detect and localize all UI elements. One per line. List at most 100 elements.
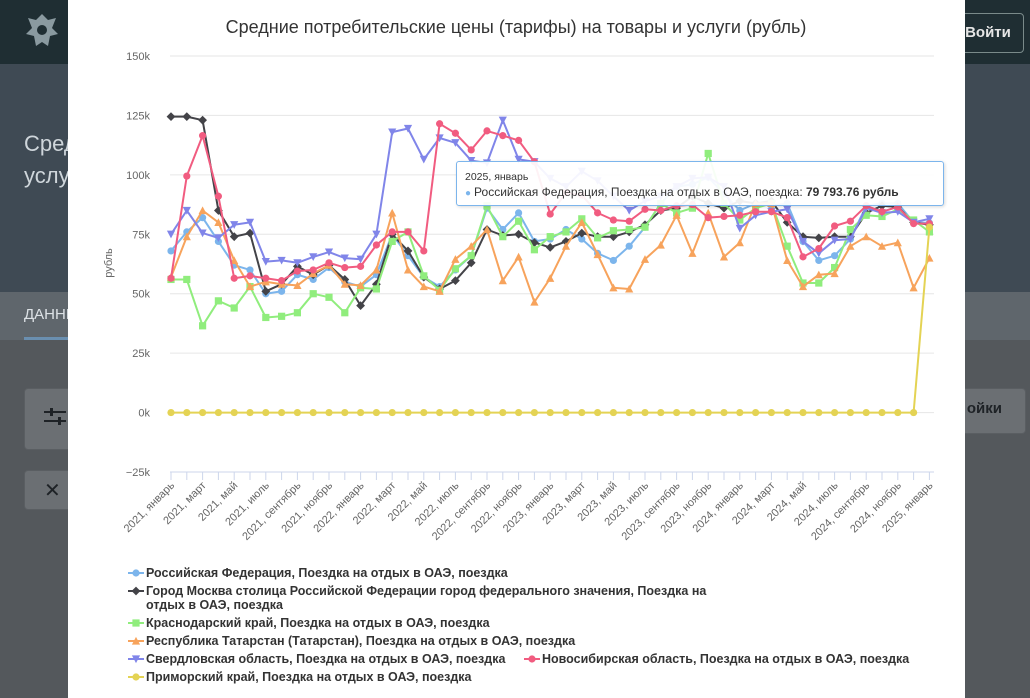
data-point[interactable] — [609, 216, 618, 224]
data-point[interactable] — [325, 408, 333, 417]
data-point[interactable] — [293, 281, 302, 289]
data-point[interactable] — [846, 217, 855, 225]
data-point[interactable] — [877, 242, 887, 250]
data-point[interactable] — [182, 206, 191, 215]
data-point[interactable] — [214, 218, 223, 226]
data-point[interactable] — [230, 256, 239, 265]
data-point[interactable] — [736, 408, 744, 417]
data-point[interactable] — [815, 408, 823, 417]
data-point[interactable] — [372, 265, 381, 274]
data-point[interactable] — [577, 228, 587, 238]
data-point[interactable] — [293, 408, 301, 417]
data-point[interactable] — [341, 408, 349, 417]
data-point[interactable] — [846, 235, 855, 244]
data-point[interactable] — [736, 211, 744, 219]
data-point[interactable] — [436, 120, 444, 128]
data-point[interactable] — [894, 408, 902, 417]
data-point[interactable] — [467, 156, 476, 165]
data-point[interactable] — [815, 256, 823, 265]
data-point[interactable] — [498, 116, 507, 125]
legend-item[interactable]: Приморский край, Поездка на отдых в ОАЭ,… — [126, 670, 826, 684]
data-point[interactable] — [609, 227, 617, 235]
legend-item[interactable]: Новосибирская область, Поездка на отдых … — [522, 652, 942, 666]
data-point[interactable] — [594, 234, 602, 242]
data-point[interactable] — [388, 237, 396, 246]
data-point[interactable] — [167, 274, 175, 282]
data-point[interactable] — [735, 238, 744, 247]
data-point[interactable] — [846, 242, 855, 250]
data-point[interactable] — [182, 112, 192, 122]
data-point[interactable] — [514, 229, 523, 239]
data-point[interactable] — [183, 172, 191, 180]
data-point[interactable] — [466, 258, 476, 268]
data-point[interactable] — [862, 408, 870, 417]
data-point[interactable] — [688, 249, 697, 257]
data-point[interactable] — [199, 322, 207, 330]
data-point[interactable] — [245, 228, 255, 238]
data-point[interactable] — [546, 210, 554, 218]
data-point[interactable] — [403, 246, 413, 256]
data-point[interactable] — [278, 287, 286, 295]
data-point[interactable] — [814, 233, 824, 243]
data-point[interactable] — [799, 408, 807, 417]
data-point[interactable] — [577, 218, 586, 226]
data-point[interactable] — [798, 282, 808, 291]
data-point[interactable] — [767, 208, 776, 216]
data-point[interactable] — [925, 215, 934, 223]
data-point[interactable] — [451, 139, 460, 147]
data-point[interactable] — [230, 304, 238, 312]
data-point[interactable] — [419, 155, 428, 164]
data-point[interactable] — [199, 214, 207, 222]
data-point[interactable] — [910, 408, 918, 417]
data-point[interactable] — [277, 256, 286, 265]
data-point[interactable] — [625, 206, 634, 215]
data-point[interactable] — [325, 259, 333, 267]
data-point[interactable] — [261, 258, 270, 266]
data-point[interactable] — [846, 225, 854, 234]
data-point[interactable] — [640, 255, 650, 263]
data-point[interactable] — [625, 284, 634, 293]
data-point[interactable] — [783, 408, 791, 417]
data-point[interactable] — [515, 408, 523, 417]
data-point[interactable] — [309, 266, 317, 274]
data-point[interactable] — [419, 282, 428, 291]
data-point[interactable] — [910, 219, 918, 228]
data-point[interactable] — [783, 242, 791, 250]
data-point[interactable] — [657, 206, 665, 215]
data-point[interactable] — [340, 254, 349, 263]
data-point[interactable] — [388, 408, 396, 417]
data-point[interactable] — [735, 224, 744, 233]
data-point[interactable] — [846, 408, 855, 417]
data-point[interactable] — [309, 290, 317, 298]
data-point[interactable] — [199, 408, 207, 417]
data-point[interactable] — [798, 237, 808, 246]
data-point[interactable] — [515, 136, 523, 144]
data-point[interactable] — [230, 274, 238, 282]
data-point[interactable] — [530, 297, 539, 306]
legend-item[interactable]: Город Москва столица Российской Федераци… — [126, 584, 746, 612]
data-point[interactable] — [625, 242, 633, 250]
data-point[interactable] — [166, 112, 176, 122]
data-point[interactable] — [720, 212, 728, 221]
data-point[interactable] — [719, 252, 729, 261]
data-point[interactable] — [594, 209, 602, 217]
data-point[interactable] — [515, 217, 523, 225]
data-point[interactable] — [246, 266, 254, 274]
legend-item[interactable]: Российская Федерация, Поездка на отдых в… — [126, 566, 826, 580]
data-point[interactable] — [704, 149, 712, 158]
data-point[interactable] — [325, 293, 333, 301]
data-point[interactable] — [909, 283, 918, 292]
data-point[interactable] — [356, 255, 365, 264]
data-point[interactable] — [831, 222, 839, 230]
data-point[interactable] — [214, 206, 223, 215]
data-point[interactable] — [482, 225, 492, 234]
data-point[interactable] — [451, 276, 460, 286]
data-point[interactable] — [214, 408, 222, 417]
data-point[interactable] — [799, 253, 807, 261]
data-point[interactable] — [230, 221, 239, 229]
data-point[interactable] — [340, 280, 349, 288]
data-point[interactable] — [404, 408, 412, 417]
data-point[interactable] — [609, 232, 618, 242]
data-point[interactable] — [245, 218, 255, 227]
data-point[interactable] — [767, 408, 776, 417]
